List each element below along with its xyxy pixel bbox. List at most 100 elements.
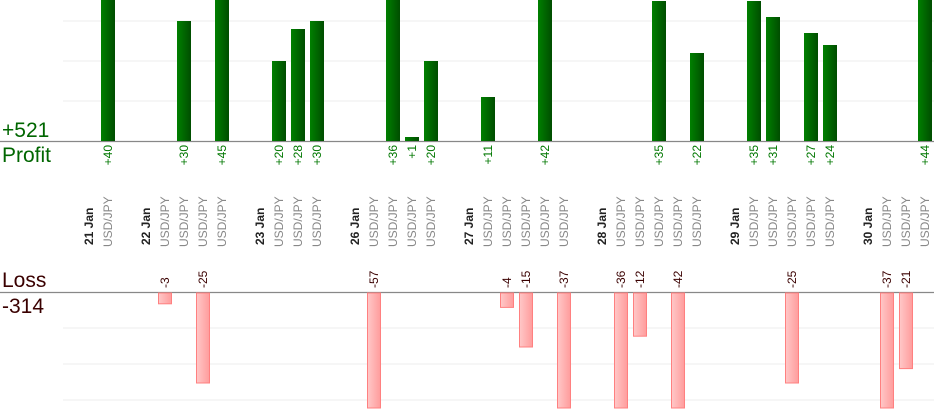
profit-value-label: +35 (747, 145, 761, 166)
loss-total: -314 (2, 295, 45, 318)
profit-bar (804, 33, 818, 141)
profit-value-label: +20 (424, 145, 438, 166)
profit-value-label: +30 (310, 145, 324, 166)
profit-value-label: +30 (177, 145, 191, 166)
profit-bar (766, 17, 780, 141)
pair-label: USD/JPY (804, 196, 818, 247)
pair-label: USD/JPY (766, 196, 780, 247)
profit-bar (538, 0, 552, 141)
pair-label: USD/JPY (747, 196, 761, 247)
pair-label: USD/JPY (918, 196, 932, 247)
loss-bar (196, 292, 210, 384)
date-label: 27 Jan (462, 208, 476, 245)
profit-bar (823, 45, 837, 141)
profit-bar (405, 137, 419, 141)
profit-value-label: +31 (766, 145, 780, 166)
date-label: 23 Jan (253, 208, 267, 245)
profit-bar (481, 97, 495, 141)
loss-value-label: -37 (880, 270, 894, 288)
pair-label: USD/JPY (557, 196, 571, 247)
profit-bar (747, 1, 761, 141)
pair-label: USD/JPY (405, 196, 419, 247)
profit-bar (215, 0, 229, 141)
loss-bar (614, 292, 628, 409)
loss-value-label: -4 (500, 277, 514, 288)
pair-label: USD/JPY (291, 196, 305, 247)
date-label: 22 Jan (139, 208, 153, 245)
pair-label: USD/JPY (671, 196, 685, 247)
loss-value-label: -57 (367, 270, 381, 288)
loss-bar (557, 292, 571, 409)
pair-label: USD/JPY (785, 196, 799, 247)
profit-bar (424, 61, 438, 141)
profit-value-label: +40 (101, 145, 115, 166)
date-label: 30 Jan (861, 208, 875, 245)
profit-value-label: +36 (386, 145, 400, 166)
pair-label: USD/JPY (652, 196, 666, 247)
loss-value-label: -36 (614, 270, 628, 288)
pair-label: USD/JPY (367, 196, 381, 247)
profit-value-label: +1 (405, 145, 419, 159)
date-label: 28 Jan (595, 208, 609, 245)
loss-bar (519, 292, 533, 348)
profit-value-label: +27 (804, 145, 818, 166)
date-label: 26 Jan (348, 208, 362, 245)
pair-label: USD/JPY (481, 196, 495, 247)
profit-value-label: +22 (690, 145, 704, 166)
loss-value-label: -12 (633, 270, 647, 288)
pair-label: USD/JPY (158, 196, 172, 247)
pair-label: USD/JPY (215, 196, 229, 247)
pair-label: USD/JPY (196, 196, 210, 247)
pair-label: USD/JPY (614, 196, 628, 247)
loss-bar (899, 292, 913, 370)
pair-label: USD/JPY (690, 196, 704, 247)
loss-value-label: -25 (785, 270, 799, 288)
profit-value-label: +42 (538, 145, 552, 166)
profit-value-label: +28 (291, 145, 305, 166)
profit-value-label: +45 (215, 145, 229, 166)
profit-value-label: +44 (918, 145, 932, 166)
profit-value-label: +35 (652, 145, 666, 166)
loss-bar (785, 292, 799, 384)
profit-bar (310, 21, 324, 141)
pair-label: USD/JPY (538, 196, 552, 247)
loss-bar (633, 292, 647, 337)
pair-label: USD/JPY (633, 196, 647, 247)
loss-label: Loss (2, 269, 47, 292)
profit-value-label: +24 (823, 145, 837, 166)
profit-bar (918, 0, 932, 141)
loss-value-label: -15 (519, 270, 533, 288)
profit-total: +521 (2, 119, 50, 142)
profit-bar (101, 0, 115, 141)
profit-value-label: +11 (481, 145, 495, 165)
loss-value-label: -42 (671, 270, 685, 288)
pair-label: USD/JPY (880, 196, 894, 247)
profit-bar (652, 1, 666, 141)
pair-label: USD/JPY (424, 196, 438, 247)
pair-label: USD/JPY (500, 196, 514, 247)
labels: 21 Jan USD/JPY +40 22 Jan USD/JPY -3 USD/JPY +3… (82, 145, 932, 288)
loss-bar (158, 292, 172, 305)
date-label: 29 Jan (728, 208, 742, 245)
pair-label: USD/JPY (310, 196, 324, 247)
profit-bar (291, 29, 305, 141)
date-label: 21 Jan (82, 208, 96, 245)
loss-value-label: -37 (557, 270, 571, 288)
loss-value-label: -25 (196, 270, 210, 288)
profit-value-label: +20 (272, 145, 286, 166)
profit-label: Profit (2, 144, 52, 167)
loss-bar (880, 292, 894, 409)
pair-label: USD/JPY (386, 196, 400, 247)
loss-value-label: -3 (158, 277, 172, 288)
pair-label: USD/JPY (519, 196, 533, 247)
pair-label: USD/JPY (272, 196, 286, 247)
profit-bar (272, 61, 286, 141)
profit-bar (386, 0, 400, 141)
loss-bar (500, 292, 514, 308)
loss-value-label: -21 (899, 270, 913, 288)
pair-label: USD/JPY (101, 196, 115, 247)
pair-label: USD/JPY (823, 196, 837, 247)
bars (101, 0, 932, 409)
loss-bar (671, 292, 685, 409)
